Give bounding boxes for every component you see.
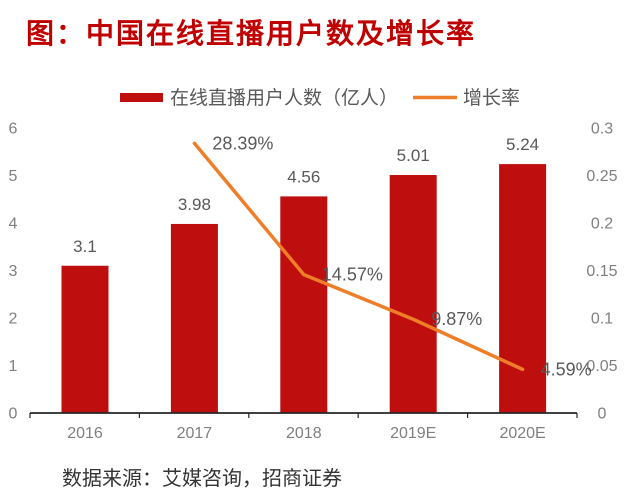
bar-value-label: 5.24 [506,135,539,154]
bar-2017 [170,223,218,413]
bar-value-label: 4.56 [287,167,320,186]
bar-value-label: 3.98 [178,195,211,214]
x-axis-category-label: 2018 [286,425,322,442]
right-axis-tick-label: 0.2 [591,216,613,233]
left-axis-tick-label: 1 [9,358,18,375]
legend-bar-swatch-icon [120,93,163,102]
left-axis-tick-label: 3 [9,263,18,280]
data-source-note: 数据来源：艾媒咨询，招商证券 [62,468,342,490]
left-axis-tick-label: 2 [9,311,18,328]
right-axis-tick-label: 0.05 [586,358,617,375]
growth-rate-line [192,141,525,372]
line-value-label: 4.59% [541,359,592,379]
x-axis-category-label: 2016 [67,425,103,442]
line-value-label: 28.39% [212,133,273,153]
x-axis-category-label: 2017 [177,425,213,442]
left-axis-tick-label: 6 [9,121,18,138]
x-axis-category-label: 2020E [499,425,545,442]
left-axis-tick-label: 5 [9,168,18,185]
legend-label-growth: 增长率 [463,87,520,109]
legend-label-users: 在线直播用户人数（亿人） [170,87,398,109]
right-axis-tick-label: 0.15 [586,263,617,280]
right-axis-tick-label: 0 [598,406,607,423]
right-axis-tick-label: 0.3 [591,121,613,138]
right-axis-tick-label: 0.1 [591,311,613,328]
x-axis-category-label: 2019E [390,425,436,442]
chart-title: 图：中国在线直播用户数及增长率 [26,18,477,49]
bar-2016 [61,265,109,413]
left-axis-tick-label: 0 [9,406,18,423]
bar-2018 [280,196,328,413]
bar-2020E [499,164,547,413]
right-axis-tick-label: 0.25 [586,168,617,185]
line-value-label: 9.87% [431,309,482,329]
left-axis-tick-label: 4 [9,216,18,233]
line-value-label: 14.57% [322,265,383,285]
bar-2019E [389,175,437,413]
bar-value-label: 3.1 [73,237,97,256]
bar-value-label: 5.01 [397,146,430,165]
